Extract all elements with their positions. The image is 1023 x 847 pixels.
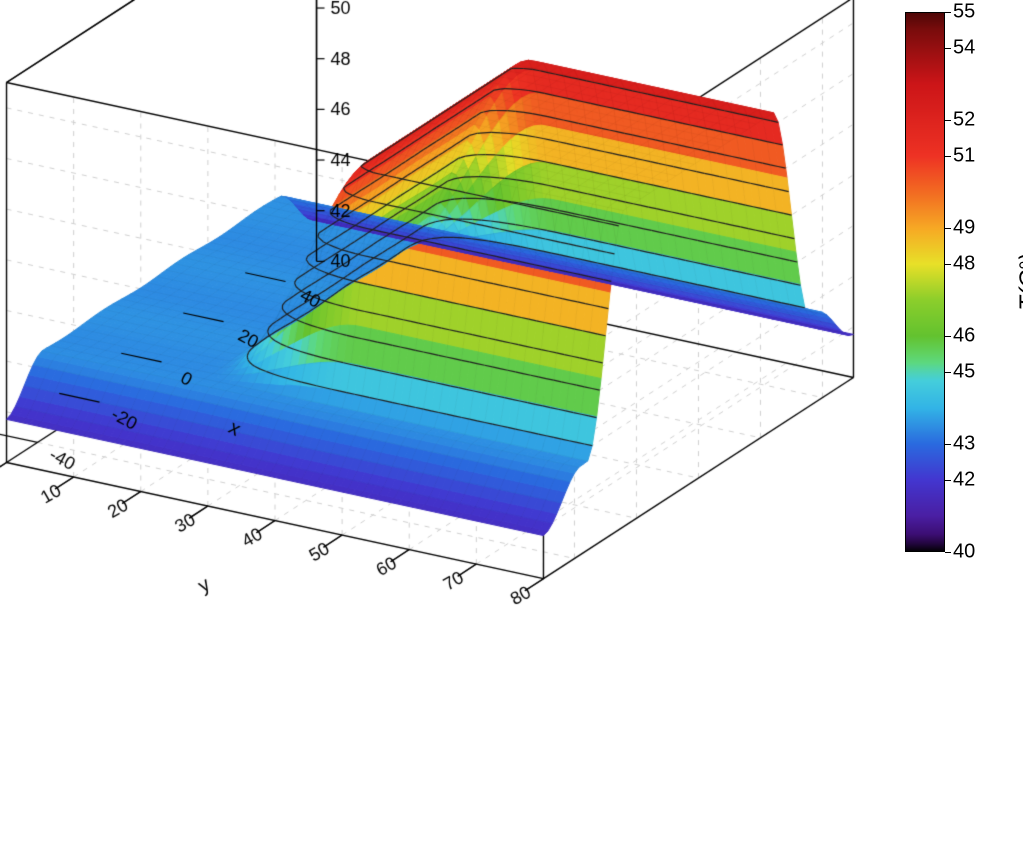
colorbar-border [905, 12, 945, 552]
surface-3d-plot [0, 0, 1023, 847]
colorbar-tick: 40 [953, 541, 975, 564]
colorbar-tick: 46 [953, 325, 975, 348]
colorbar-tick: 52 [953, 109, 975, 132]
colorbar-tick: 42 [953, 469, 975, 492]
colorbar-tick: 55 [953, 1, 975, 24]
colorbar-tick: 48 [953, 253, 975, 276]
colorbar-tick: 51 [953, 145, 975, 168]
colorbar-title: T(C°) [1015, 253, 1023, 311]
colorbar-tick: 43 [953, 433, 975, 456]
chart-container: T(C°) 40 42 43 45 46 48 49 51 52 54 55 [0, 0, 1023, 847]
colorbar: T(C°) 4042434546484951525455 [905, 12, 1015, 552]
colorbar-tick: 49 [953, 217, 975, 240]
colorbar-tick: 45 [953, 361, 975, 384]
colorbar-tick: 54 [953, 37, 975, 60]
